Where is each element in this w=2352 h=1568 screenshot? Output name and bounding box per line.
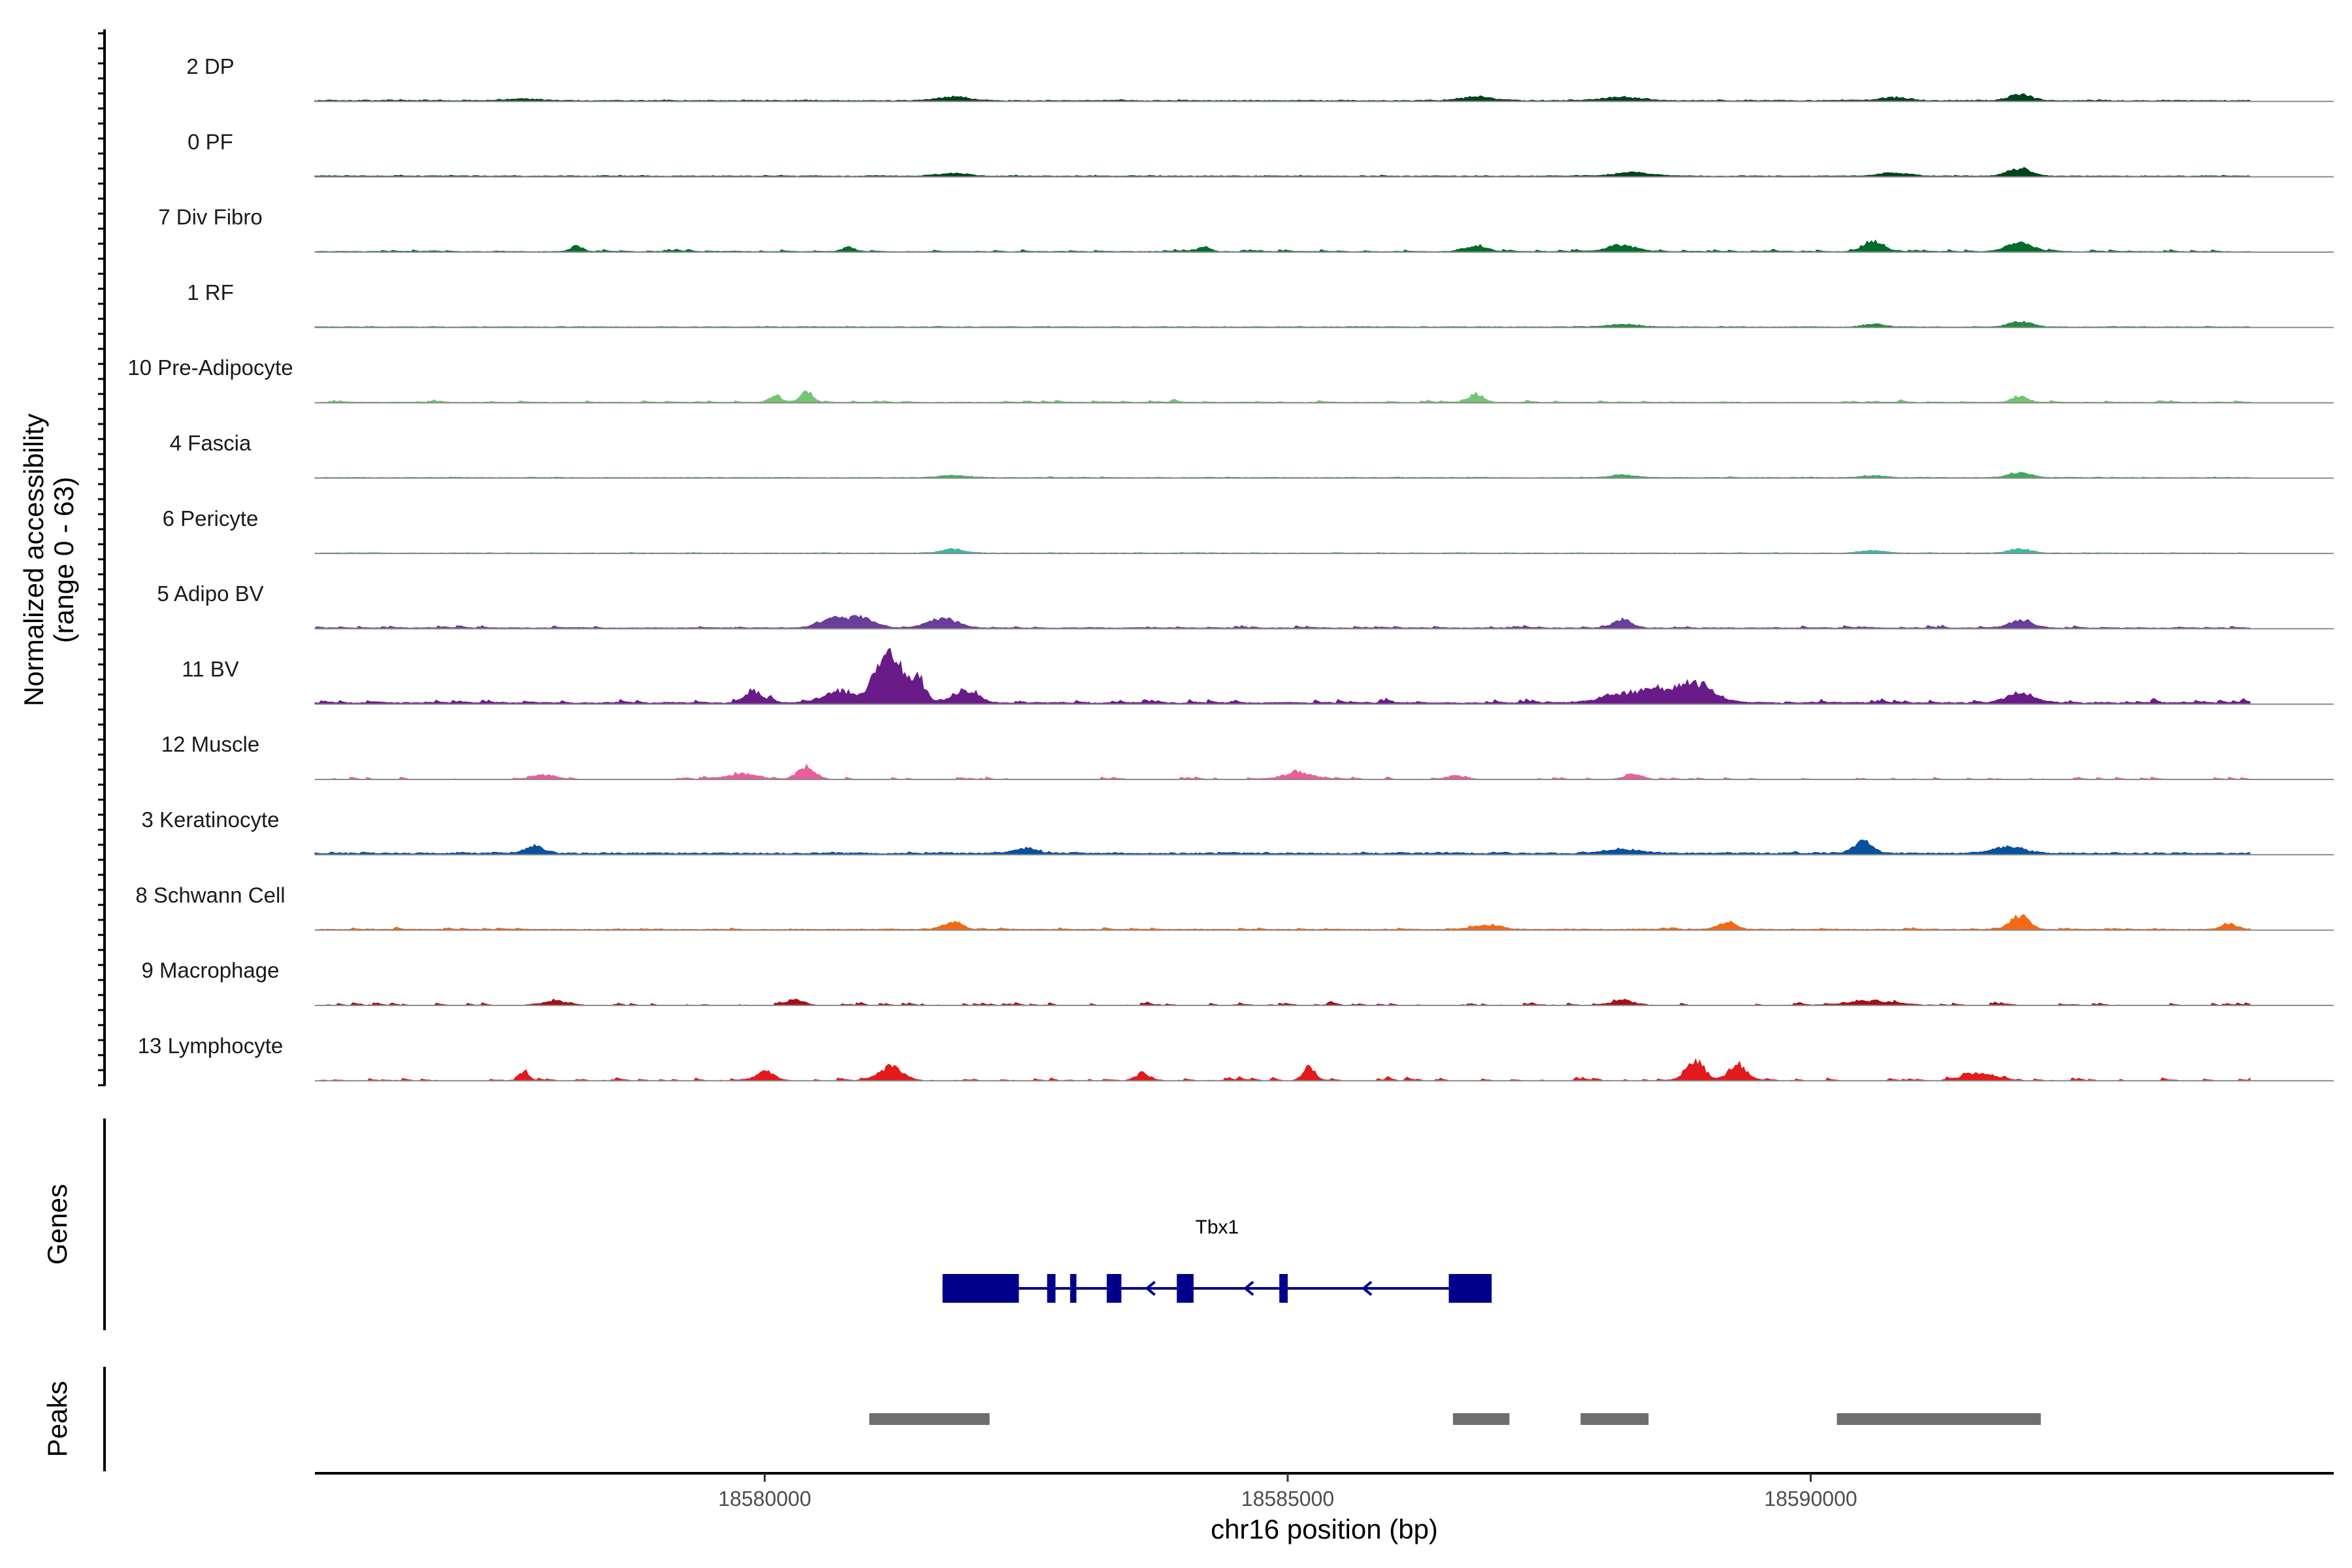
track-label: 8 Schwann Cell: [135, 883, 285, 907]
gene-exon: [1106, 1274, 1122, 1303]
track-label: 3 Keratinocyte: [142, 808, 280, 832]
track-label: 13 Lymphocyte: [138, 1034, 284, 1058]
peak-interval: [1580, 1413, 1649, 1425]
coverage-area: [314, 390, 2251, 403]
x-tick-label: 18585000: [1241, 1487, 1334, 1511]
track-13-lymphocyte: 13 Lymphocyte: [138, 1034, 2334, 1082]
track-5-adipo-bv: 5 Adipo BV: [157, 581, 2334, 630]
track-3-keratinocyte: 3 Keratinocyte: [142, 808, 2334, 856]
coverage-area: [314, 472, 2251, 479]
peak-interval: [869, 1413, 990, 1425]
coverage-area: [314, 615, 2251, 629]
coverage-y-axis: [98, 29, 106, 1086]
track-1-rf: 1 RF: [187, 280, 2334, 329]
track-label: 7 Div Fibro: [158, 205, 263, 229]
track-label: 11 BV: [182, 657, 238, 681]
coverage-area: [315, 998, 2251, 1006]
gene-exon: [942, 1274, 1019, 1303]
track-label: 10 Pre-Adipocyte: [127, 355, 293, 380]
strand-arrow-icon: [1361, 1281, 1373, 1296]
track-label: 0 PF: [188, 129, 233, 154]
coverage-area: [314, 647, 2251, 705]
gene-exon: [1070, 1274, 1077, 1303]
coverage-area: [314, 547, 2251, 554]
track-0-pf: 0 PF: [188, 129, 2334, 178]
coverage-ylabel-line1: Normalized accessibility: [18, 414, 49, 706]
gene-label-tbx1: Tbx1: [1196, 1217, 1239, 1238]
x-axis-title: chr16 position (bp): [1211, 1514, 1438, 1544]
x-tick-label: 18580000: [718, 1487, 811, 1511]
peak-track: [869, 1413, 2041, 1425]
strand-arrow-icon: [1243, 1281, 1254, 1296]
track-label: 4 Fascia: [170, 431, 252, 455]
coverage-ylabel-line2: (range 0 - 63): [48, 477, 79, 643]
track-12-muscle: 12 Muscle: [161, 732, 2334, 780]
gene-exon: [1047, 1274, 1056, 1303]
peaks-ylabel: Peaks: [42, 1381, 73, 1458]
gene-exon: [1279, 1274, 1288, 1303]
coverage-area: [314, 839, 2251, 855]
track-10-pre-adipocyte: 10 Pre-Adipocyte: [127, 355, 2334, 404]
coverage-area: [315, 1058, 2251, 1081]
peak-interval: [1837, 1413, 2041, 1425]
coverage-area: [314, 320, 2251, 328]
x-tick-label: 18590000: [1764, 1487, 1857, 1511]
track-4-fascia: 4 Fascia: [170, 431, 2334, 479]
track-8-schwann-cell: 8 Schwann Cell: [135, 883, 2334, 931]
gene-exon: [1448, 1274, 1492, 1303]
coverage-tracks: 2 DP 0 PF 7 Div Fibro 1 RF 10 Pre-Adipocyte 4…: [127, 54, 2334, 1082]
track-11-bv: 11 BV: [182, 647, 2334, 705]
coverage-area: [314, 167, 2251, 178]
track-2-dp: 2 DP: [186, 54, 2334, 103]
coverage-area: [314, 914, 2251, 931]
track-9-macrophage: 9 Macrophage: [142, 958, 2334, 1006]
strand-arrow-icon: [1145, 1281, 1156, 1296]
track-7-div-fibro: 7 Div Fibro: [158, 205, 2334, 253]
track-label: 5 Adipo BV: [157, 581, 263, 606]
gene-track: Tbx1: [942, 1217, 1492, 1303]
track-label: 1 RF: [187, 280, 234, 304]
track-label: 2 DP: [186, 54, 234, 78]
track-label: 9 Macrophage: [142, 958, 280, 983]
peak-interval: [1452, 1413, 1510, 1425]
track-6-pericyte: 6 Pericyte: [163, 506, 2334, 555]
track-label: 12 Muscle: [161, 732, 259, 757]
genes-ylabel: Genes: [42, 1184, 73, 1265]
coverage-area: [314, 239, 2251, 253]
gene-exon: [1177, 1274, 1194, 1303]
x-axis-ticks: 18580000 18585000 18590000: [718, 1473, 1857, 1511]
coverage-area: [314, 93, 2251, 102]
coverage-area: [315, 763, 2251, 780]
track-label: 6 Pericyte: [163, 506, 259, 531]
